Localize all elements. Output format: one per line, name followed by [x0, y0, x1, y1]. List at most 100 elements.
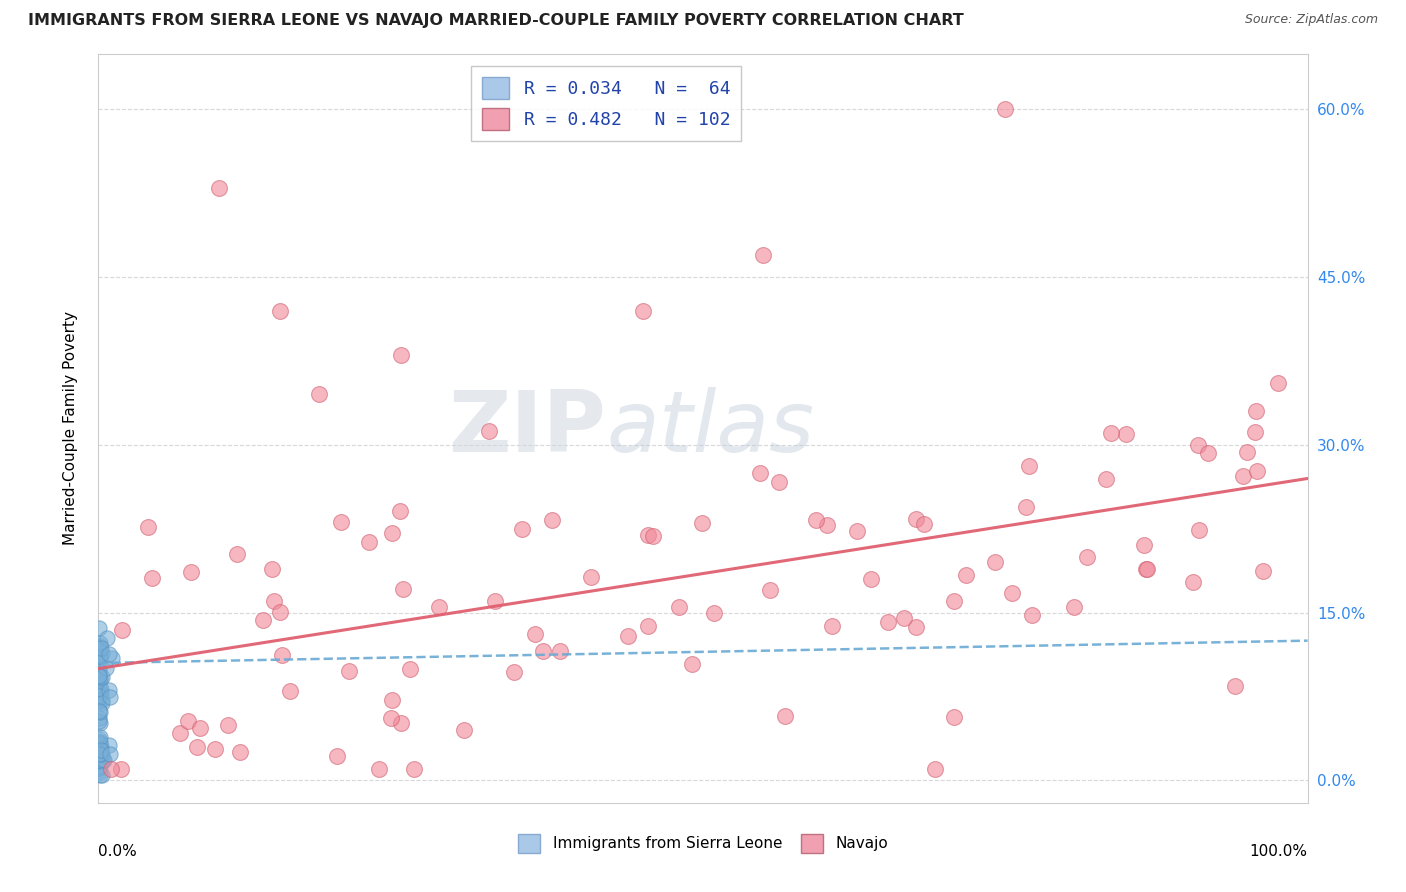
Point [759, 582, 782, 597]
Point [89, 741, 111, 756]
Point [93, 753, 115, 767]
Point [271, 648, 294, 662]
Point [89, 673, 111, 688]
Point [87, 734, 110, 748]
Point [752, 248, 775, 262]
Point [643, 529, 665, 543]
Point [90, 740, 112, 755]
Point [89, 731, 111, 745]
Point [269, 605, 291, 619]
Point [90, 742, 112, 756]
Text: atlas: atlas [606, 386, 814, 470]
Point [1188, 523, 1211, 537]
Point [1246, 464, 1268, 478]
Point [1115, 426, 1137, 441]
Point [1232, 469, 1254, 483]
Point [404, 762, 426, 776]
Point [89, 737, 111, 751]
Point [89, 640, 111, 654]
Point [136, 520, 159, 534]
Point [87, 662, 110, 676]
Point [226, 547, 249, 561]
Point [391, 716, 413, 731]
Point [217, 718, 239, 732]
Point [89, 768, 111, 782]
Point [943, 710, 966, 724]
Point [427, 599, 450, 614]
Point [681, 657, 703, 672]
Point [690, 516, 713, 531]
Point [912, 517, 935, 532]
Point [804, 513, 827, 527]
Point [984, 556, 1007, 570]
Point [89, 759, 111, 773]
Point [208, 180, 231, 194]
Point [845, 524, 868, 538]
Point [893, 611, 915, 625]
Point [1133, 538, 1156, 552]
Point [89, 664, 111, 678]
Point [269, 303, 291, 318]
Point [89, 683, 111, 698]
Point [392, 582, 415, 596]
Point [90, 641, 112, 656]
Point [955, 568, 977, 582]
Point [380, 711, 402, 725]
Point [768, 475, 790, 490]
Point [1076, 550, 1098, 565]
Point [169, 726, 191, 740]
Point [1244, 404, 1267, 418]
Point [87, 668, 110, 682]
Point [1099, 426, 1122, 441]
Point [90, 681, 112, 696]
Point [1018, 458, 1040, 473]
Point [91, 753, 114, 767]
Point [703, 607, 725, 621]
Point [859, 572, 882, 586]
Point [89, 714, 111, 728]
Text: Source: ZipAtlas.com: Source: ZipAtlas.com [1244, 13, 1378, 27]
Point [905, 512, 928, 526]
Point [637, 619, 659, 633]
Point [326, 748, 349, 763]
Point [89, 664, 111, 678]
Point [87, 688, 110, 702]
Point [502, 665, 524, 680]
Point [453, 723, 475, 738]
Point [111, 623, 134, 637]
Point [96, 631, 118, 645]
Point [1187, 438, 1209, 452]
Point [368, 762, 391, 776]
Text: ZIP: ZIP [449, 386, 606, 470]
Point [773, 708, 796, 723]
Point [637, 528, 659, 542]
Point [381, 525, 404, 540]
Point [512, 522, 534, 536]
Point [89, 765, 111, 780]
Point [90, 686, 112, 700]
Y-axis label: Married-Couple Family Poverty: Married-Couple Family Poverty [63, 311, 77, 545]
Point [541, 513, 564, 527]
Point [1001, 586, 1024, 600]
Point [87, 685, 110, 699]
Point [90, 748, 112, 763]
Point [180, 565, 202, 579]
Point [399, 662, 422, 676]
Point [87, 669, 110, 683]
Point [357, 535, 380, 549]
Point [389, 504, 412, 518]
Point [87, 678, 110, 692]
Point [91, 693, 114, 707]
Point [87, 689, 110, 703]
Legend: Immigrants from Sierra Leone, Navajo: Immigrants from Sierra Leone, Navajo [512, 828, 894, 859]
Point [1223, 679, 1246, 693]
Point [1251, 565, 1274, 579]
Point [339, 665, 361, 679]
Point [252, 613, 274, 627]
Point [188, 721, 211, 735]
Point [308, 386, 330, 401]
Point [617, 629, 640, 643]
Point [1135, 562, 1157, 576]
Point [484, 593, 506, 607]
Point [1236, 445, 1258, 459]
